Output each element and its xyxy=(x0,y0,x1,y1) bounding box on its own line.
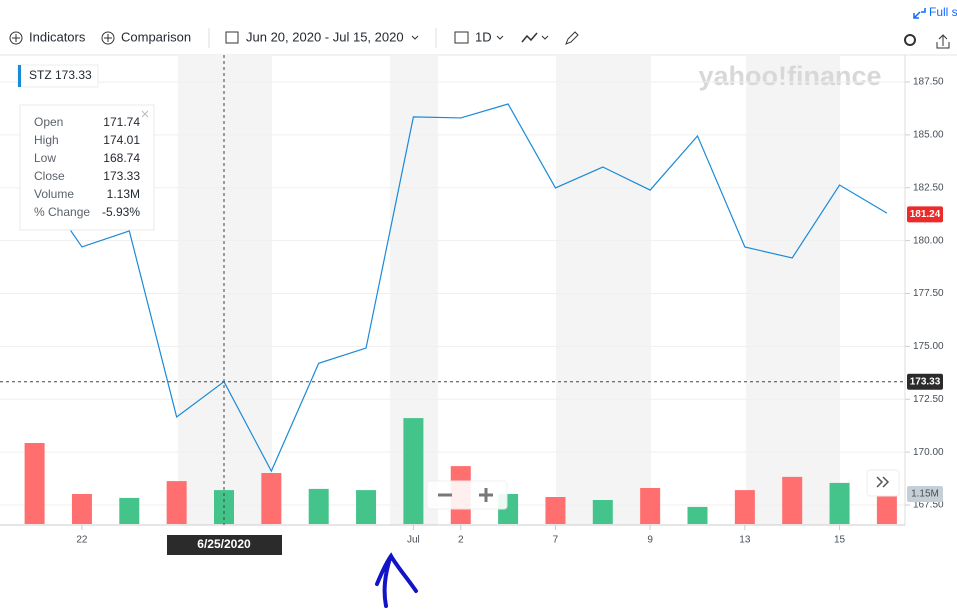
x-tick-label: Jul xyxy=(407,535,420,546)
plus-icon xyxy=(12,34,20,42)
x-tick-label: 22 xyxy=(76,535,88,546)
tooltip-value: 174.01 xyxy=(103,133,140,147)
tooltip-label: % Change xyxy=(34,205,90,219)
tooltip-label: Low xyxy=(34,151,56,165)
date-range-button[interactable]: Jun 20, 2020 - Jul 15, 2020 xyxy=(246,29,404,44)
tooltip-label: Close xyxy=(34,169,65,183)
settings-icon[interactable] xyxy=(904,34,916,46)
calendar-icon xyxy=(225,31,239,44)
plus-icon xyxy=(101,31,115,45)
volume-bar xyxy=(24,443,45,524)
volume-bar xyxy=(640,488,661,524)
legend-swatch xyxy=(18,65,21,87)
volume-bar xyxy=(356,490,377,524)
volume-bar xyxy=(71,494,92,524)
x-tick-label: 7 xyxy=(553,535,559,546)
x-tick-label: 9 xyxy=(647,535,653,546)
volume-badge: 1.15M xyxy=(911,489,939,500)
tooltip-label: Volume xyxy=(34,187,74,201)
tooltip: Open 171.74 High 174.01 Low 168.74 Close 173.33… xyxy=(19,104,155,231)
y-tick-label: 172.50 xyxy=(913,394,944,405)
x-tick-label: 13 xyxy=(739,535,751,546)
y-tick-label: 175.00 xyxy=(913,341,944,352)
tooltip-value: 1.13M xyxy=(107,187,140,201)
tooltip-label: High xyxy=(34,133,59,147)
draw-icon[interactable] xyxy=(565,31,579,45)
tooltip-value: -5.93% xyxy=(102,205,140,219)
volume-bar xyxy=(829,482,850,524)
volume-bar xyxy=(876,494,897,524)
candle-icon xyxy=(454,31,469,44)
volume-bar xyxy=(261,473,282,524)
legend-name: STZ xyxy=(29,68,52,82)
tooltip-box xyxy=(19,104,155,231)
tooltip-value: 173.33 xyxy=(103,169,140,183)
share-icon[interactable] xyxy=(936,34,950,49)
y-tick-label: 167.50 xyxy=(913,500,944,511)
scroll-icon xyxy=(876,476,890,488)
volume-bar xyxy=(687,506,708,524)
last-price-badge xyxy=(907,206,943,223)
price-line xyxy=(34,103,888,473)
interval-button[interactable]: 1D xyxy=(475,29,492,44)
expand-icon xyxy=(913,8,926,19)
tooltip-value: 168.74 xyxy=(103,151,140,165)
full-screen-link[interactable]: Full screen xyxy=(929,5,957,19)
volume-badge-bg xyxy=(907,486,943,502)
comparison-button[interactable]: Comparison xyxy=(121,29,191,44)
tooltip-label: Open xyxy=(34,115,63,129)
chart-type-icon[interactable] xyxy=(521,32,538,43)
chevron xyxy=(496,35,504,40)
plus-icon xyxy=(104,34,112,42)
close-icon[interactable] xyxy=(141,110,149,118)
last-price: 181.24 xyxy=(910,209,941,220)
plus-icon xyxy=(9,31,23,45)
y-tick-label: 180.00 xyxy=(913,235,944,246)
y-tick-label: 170.00 xyxy=(913,447,944,458)
volume-bar xyxy=(545,497,566,524)
crosshair-date: 6/25/2020 xyxy=(197,537,251,551)
volume-bar xyxy=(782,476,803,524)
week-band xyxy=(556,55,651,525)
watermark: yahoo!finance xyxy=(698,61,881,91)
crosshair-date-badge xyxy=(167,535,282,555)
zoom-in[interactable] xyxy=(479,488,493,502)
week-band xyxy=(178,55,272,525)
volume-bar xyxy=(403,418,424,524)
chevron xyxy=(411,35,419,40)
tooltip-value: 171.74 xyxy=(103,115,140,129)
volume-bar xyxy=(308,488,329,524)
crosshair-price: 173.33 xyxy=(910,376,941,387)
toolbar: Indicators Comparison Jun 20, 2020 - Jul… xyxy=(9,5,957,49)
scroll-button[interactable] xyxy=(866,469,900,497)
x-tick-label: 15 xyxy=(834,535,846,546)
y-tick-label: 177.50 xyxy=(913,288,944,299)
y-tick-label: 187.50 xyxy=(913,77,944,88)
volume-bar xyxy=(119,497,140,524)
y-tick-label: 182.50 xyxy=(913,182,944,193)
y-tick-label: 185.00 xyxy=(913,130,944,141)
week-shading xyxy=(178,55,840,525)
crosshair-price-badge xyxy=(907,373,943,390)
chevron xyxy=(541,35,549,40)
volume-bar xyxy=(592,500,613,524)
volume-bar xyxy=(734,490,755,524)
annotation-arrow xyxy=(375,552,418,608)
x-tick-label: 2 xyxy=(458,535,464,546)
legend-price: 173.33 xyxy=(55,68,92,82)
indicators-button[interactable]: Indicators xyxy=(29,29,86,44)
volume-bar xyxy=(166,481,187,524)
week-band xyxy=(746,55,840,525)
